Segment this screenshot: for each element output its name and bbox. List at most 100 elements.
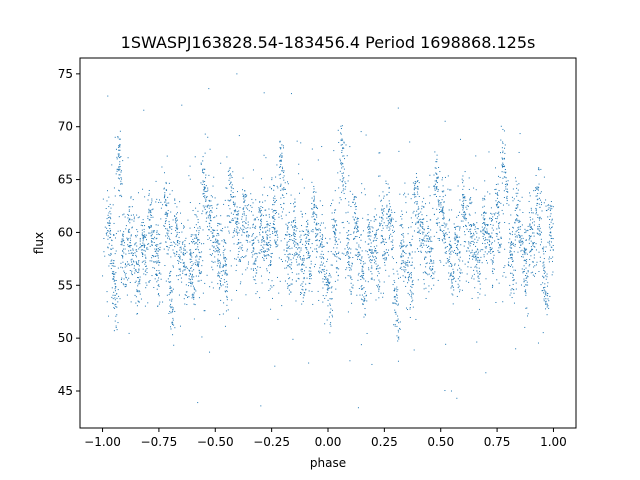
data-point — [340, 139, 342, 141]
data-point — [123, 270, 125, 272]
data-point — [436, 219, 438, 221]
data-point — [335, 209, 337, 211]
data-point — [445, 246, 447, 248]
data-point — [308, 290, 310, 292]
data-point — [538, 167, 540, 169]
data-point — [270, 265, 272, 267]
data-point — [481, 226, 483, 228]
data-point — [206, 217, 208, 219]
data-point — [486, 253, 488, 255]
data-point — [392, 247, 394, 249]
data-point — [167, 212, 169, 214]
data-point — [238, 251, 240, 253]
data-point — [301, 230, 303, 232]
data-point — [274, 365, 276, 367]
data-point — [543, 300, 545, 302]
data-point — [329, 304, 331, 306]
data-point — [242, 221, 244, 223]
data-point — [525, 292, 527, 294]
data-point — [156, 274, 157, 276]
data-point — [390, 209, 392, 211]
data-point — [121, 240, 123, 242]
x-tick-label: 0.75 — [484, 435, 511, 449]
data-point — [218, 271, 220, 273]
data-point — [382, 237, 384, 239]
data-point — [377, 286, 379, 288]
data-point — [486, 224, 488, 226]
data-point — [395, 313, 397, 315]
data-point — [168, 237, 170, 239]
data-point — [191, 265, 193, 267]
data-point — [259, 229, 261, 231]
data-point — [355, 206, 357, 208]
data-point — [134, 281, 136, 283]
data-point — [127, 279, 129, 281]
data-point — [341, 125, 343, 127]
data-point — [171, 300, 173, 302]
data-point — [492, 261, 494, 263]
data-point — [450, 390, 452, 392]
data-point — [123, 272, 125, 274]
data-point — [154, 251, 156, 253]
data-point — [367, 281, 369, 283]
data-point — [472, 224, 474, 226]
data-point — [471, 249, 473, 251]
data-point — [294, 226, 296, 228]
data-point — [309, 238, 311, 240]
data-point — [548, 307, 550, 309]
data-point — [281, 166, 283, 168]
data-point — [541, 201, 543, 203]
data-point — [473, 269, 475, 271]
data-point — [293, 255, 295, 257]
data-point — [327, 285, 329, 287]
data-point — [511, 253, 513, 255]
data-point — [209, 200, 211, 202]
data-point — [311, 202, 313, 204]
data-point — [487, 233, 489, 235]
data-point — [300, 269, 302, 271]
data-point — [117, 267, 119, 269]
data-point — [491, 237, 493, 239]
data-point — [342, 184, 344, 186]
data-point — [528, 242, 530, 244]
data-point — [403, 266, 405, 268]
data-point — [301, 213, 303, 215]
data-point — [152, 208, 154, 210]
data-point — [275, 176, 277, 178]
data-point — [275, 232, 277, 234]
data-point — [525, 279, 527, 281]
data-point — [214, 216, 216, 218]
data-point — [467, 205, 469, 207]
data-point — [455, 253, 457, 255]
data-point — [537, 233, 539, 235]
data-point — [471, 255, 473, 257]
data-point — [281, 211, 283, 213]
data-point — [203, 183, 205, 185]
data-point — [350, 252, 352, 254]
data-point — [395, 320, 397, 322]
data-point — [277, 187, 279, 189]
data-point — [370, 267, 372, 269]
data-point — [249, 241, 251, 243]
data-point — [169, 239, 171, 241]
data-point — [107, 235, 109, 237]
data-point — [135, 269, 137, 270]
data-point — [513, 198, 515, 200]
data-point — [380, 223, 382, 225]
data-point — [267, 242, 269, 244]
data-point — [369, 259, 371, 261]
data-point — [155, 244, 157, 246]
data-point — [148, 208, 150, 210]
data-point — [165, 200, 167, 202]
data-point — [412, 293, 414, 295]
data-point — [462, 209, 464, 211]
data-point — [308, 232, 310, 234]
data-point — [388, 230, 390, 231]
data-point — [229, 167, 231, 169]
data-point — [356, 218, 358, 220]
data-point — [325, 284, 327, 286]
data-point — [207, 204, 209, 206]
data-point — [131, 227, 133, 229]
data-point — [505, 172, 507, 174]
data-point — [425, 256, 427, 258]
